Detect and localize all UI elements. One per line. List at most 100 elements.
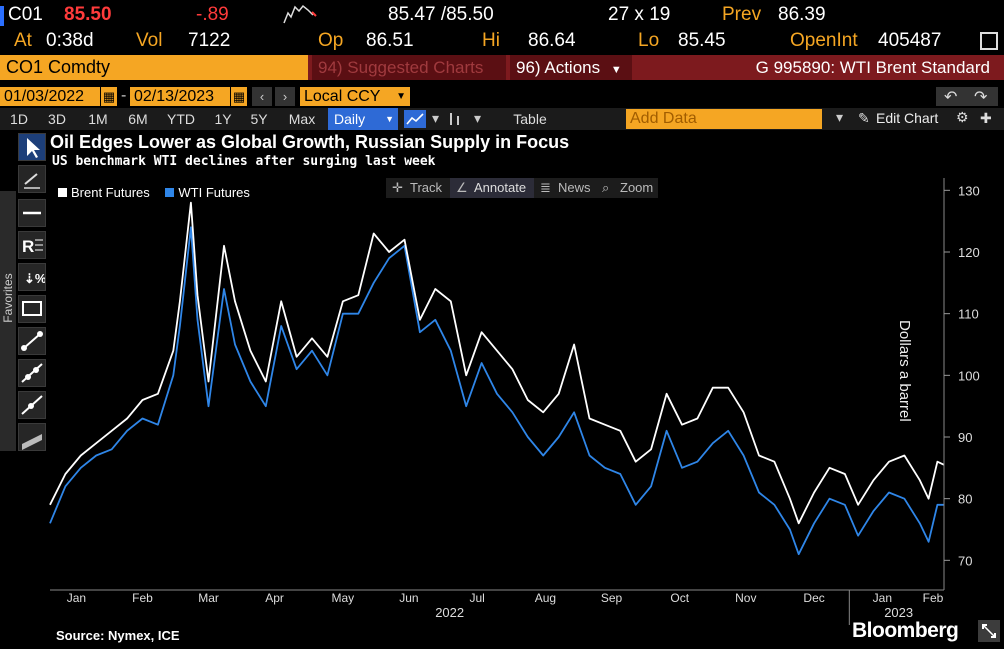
zoom-icon: ⌕ [602, 180, 610, 195]
news-icon: ≣ [540, 180, 551, 195]
period-6m[interactable]: 6M [128, 111, 148, 127]
currency-select[interactable]: Local CCY ▼ [300, 87, 410, 106]
wti-series-line[interactable] [49, 226, 944, 556]
legend: Brent Futures WTI Futures [58, 185, 250, 200]
chevron-down-icon[interactable]: ▾ [432, 110, 440, 126]
currency-value: Local CCY [304, 88, 381, 105]
open-value: 86.51 [366, 30, 414, 51]
legend-swatch-wti [165, 188, 175, 197]
period-1m[interactable]: 1M [88, 111, 108, 127]
chart-subtitle: US benchmark WTI declines after surging … [52, 154, 436, 169]
x-tick-label: Feb [132, 591, 153, 605]
end-date-input[interactable]: 02/13/2023 [130, 87, 230, 106]
y-tick-label: 80 [958, 492, 972, 507]
expand-icon[interactable] [978, 620, 1000, 642]
svg-text:R: R [22, 237, 34, 256]
period-ytd[interactable]: YTD [167, 111, 195, 127]
y-tick-label: 90 [958, 430, 972, 445]
trend-line-tool-icon[interactable] [18, 327, 46, 355]
channel-tool-icon[interactable] [18, 423, 46, 451]
annotate-button[interactable]: Annotate [474, 180, 527, 195]
chevron-down-icon[interactable]: ▾ [474, 110, 482, 126]
pen-tool-icon[interactable] [18, 165, 46, 193]
pin-icon[interactable]: ✚ [980, 110, 992, 126]
svg-text:⇣%: ⇣% [24, 271, 45, 286]
chevron-down-icon[interactable]: ▾ [836, 109, 844, 125]
period-1d[interactable]: 1D [10, 111, 28, 127]
pointer-tool-icon[interactable] [18, 133, 46, 161]
at-label: At [14, 30, 32, 51]
detach-window-icon[interactable] [980, 32, 998, 50]
frequency-select[interactable]: Daily ▼ [328, 108, 398, 130]
security-bar: CO1 Comdty 94) Suggested Charts 96) Acti… [0, 55, 1004, 80]
suggested-charts-button[interactable]: 94) Suggested Charts [312, 55, 506, 80]
x-tick-label: Aug [535, 591, 556, 605]
news-button[interactable]: News [558, 180, 591, 195]
y-tick-label: 110 [958, 307, 979, 322]
calendar-icon[interactable]: ▦ [101, 87, 117, 106]
start-date-input[interactable]: 01/03/2022 [0, 87, 100, 106]
ray-tool-icon[interactable] [18, 359, 46, 387]
vol-label: Vol [136, 30, 163, 51]
security-field[interactable]: CO1 Comdty [0, 55, 308, 80]
rectangle-tool-icon[interactable] [18, 295, 46, 323]
chevron-down-icon: ▼ [385, 114, 394, 124]
legend-label-wti[interactable]: WTI Futures [178, 185, 250, 200]
y-tick-label: 120 [958, 245, 980, 260]
line-chart-icon[interactable] [404, 110, 426, 128]
y-tick-label: 100 [958, 368, 980, 383]
favorites-rail[interactable] [0, 191, 16, 451]
x-tick-label: Sep [601, 591, 623, 605]
gear-icon[interactable]: ⚙ [956, 109, 969, 125]
at-value: 0:38d [46, 30, 94, 51]
table-button[interactable]: Table [513, 111, 547, 127]
open-label: Op [318, 30, 344, 51]
last-price: 85.50 [64, 4, 112, 25]
date-range-bar: 01/03/2022 ▦ - 02/13/2023 ▦ ‹ › Local CC… [0, 85, 1004, 107]
chart-interaction-tools: ✛ Track ∠ Annotate ≣ News ⌕ Zoom [386, 178, 658, 198]
next-period-icon[interactable]: › [275, 87, 295, 106]
vol-value: 7122 [188, 30, 231, 51]
period-5y[interactable]: 5Y [250, 111, 268, 127]
high-label: Hi [482, 30, 500, 51]
period-1y[interactable]: 1Y [214, 111, 232, 127]
period-3d[interactable]: 3D [48, 111, 66, 127]
year-label-2023: 2023 [884, 605, 913, 620]
legend-label-brent[interactable]: Brent Futures [71, 185, 150, 200]
brent-series-line[interactable] [49, 201, 945, 525]
y-tick-label: 70 [958, 553, 972, 568]
high-value: 86.64 [528, 30, 576, 51]
net-change: -.89 [196, 4, 229, 25]
track-button[interactable]: Track [410, 180, 443, 195]
redo-icon[interactable]: ↷ [974, 89, 988, 106]
undo-icon[interactable]: ↶ [944, 89, 958, 106]
y-tick-label: 130 [958, 183, 980, 198]
add-data-input[interactable]: Add Data [626, 109, 822, 129]
calendar-icon[interactable]: ▦ [231, 87, 247, 106]
period-max[interactable]: Max [288, 111, 316, 127]
chart-toolbar: 1D 3D 1M 6M YTD 1Y 5Y Max Daily ▼ ▾ ▾ Ta… [0, 108, 1004, 130]
extended-line-tool-icon[interactable] [18, 391, 46, 419]
prev-period-icon[interactable]: ‹ [252, 87, 272, 106]
chevron-down-icon: ▼ [610, 64, 622, 76]
edit-chart-button[interactable]: Edit Chart [876, 110, 939, 126]
actions-menu[interactable]: 96) Actions ▼ [510, 55, 632, 80]
bar-chart-icon[interactable] [446, 111, 464, 127]
retracement-tool-icon[interactable]: R [18, 231, 46, 259]
x-tick-label: Jun [399, 591, 418, 605]
ticker-flag [0, 6, 4, 26]
percent-change-tool-icon[interactable]: ⇣% [18, 263, 47, 291]
zoom-button[interactable]: Zoom [620, 180, 654, 195]
x-tick-label: Dec [803, 591, 824, 605]
x-tick-label: Feb [923, 591, 944, 605]
drawing-tools: Favorites R ⇣% [0, 131, 48, 451]
x-tick-label: Oct [670, 591, 689, 605]
year-label-2022: 2022 [435, 605, 464, 620]
horizontal-line-tool-icon[interactable] [18, 199, 46, 227]
stats-line: At 0:38d Vol 7122 Op 86.51 Hi 86.64 Lo 8… [0, 30, 1004, 54]
x-tick-label: May [332, 591, 355, 605]
sparkline-icon [283, 4, 317, 24]
ticker[interactable]: C01 [8, 4, 43, 25]
date-separator: - [121, 87, 127, 104]
